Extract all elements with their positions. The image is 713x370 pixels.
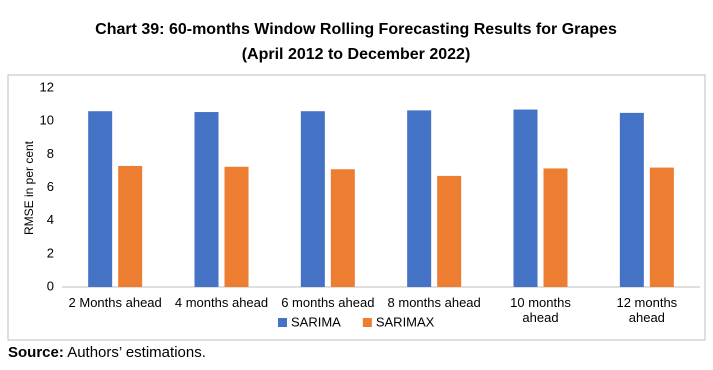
- source-label: Source:: [8, 344, 64, 361]
- bar: [330, 169, 355, 287]
- source-text: Authors’ estimations.: [67, 344, 206, 361]
- bar: [224, 166, 249, 287]
- legend-swatch: [278, 318, 287, 327]
- source: Source: Authors’ estimations.: [8, 344, 206, 361]
- y-axis-label: RMSE in per cent: [22, 140, 36, 235]
- chart-frame: [7, 74, 706, 341]
- y-tick-label: 2: [47, 245, 54, 260]
- bar: [194, 112, 219, 287]
- bar: [619, 112, 644, 287]
- bar: [543, 168, 568, 287]
- bar: [649, 167, 674, 287]
- x-tick-label: 2 Months ahead: [68, 295, 162, 310]
- legend-label: SARIMAX: [376, 314, 435, 329]
- bar: [407, 110, 432, 287]
- bar: [437, 175, 462, 287]
- y-tick-label: 8: [47, 146, 54, 161]
- x-tick-label: 10 months ahead: [510, 295, 571, 325]
- y-tick-label: 6: [47, 179, 54, 194]
- bar: [513, 109, 538, 287]
- y-tick-label: 10: [40, 113, 54, 128]
- chart-title: Chart 39: 60-months Window Rolling Forec…: [95, 21, 617, 38]
- y-tick-label: 12: [40, 79, 54, 94]
- bar: [118, 165, 143, 287]
- bar: [88, 111, 113, 287]
- y-tick-label: 0: [47, 278, 54, 293]
- x-tick-label: 12 months ahead: [616, 295, 678, 325]
- chart-subtitle: (April 2012 to December 2022): [242, 46, 471, 63]
- x-tick-label: 4 months ahead: [174, 295, 269, 310]
- legend-label: SARIMA: [291, 314, 341, 329]
- legend-swatch: [362, 318, 372, 327]
- x-tick-label: 8 months ahead: [387, 295, 481, 310]
- y-tick-label: 4: [47, 212, 54, 227]
- x-tick-label: 6 months ahead: [281, 295, 375, 310]
- bar: [300, 111, 325, 287]
